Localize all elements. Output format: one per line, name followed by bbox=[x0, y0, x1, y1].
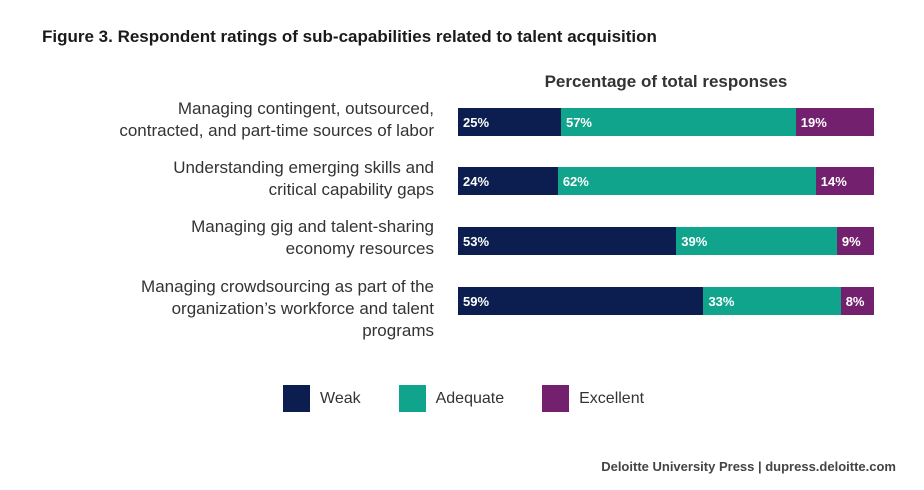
bar-segment-weak: 25% bbox=[458, 108, 561, 136]
category-label: Managing crowdsourcing as part of the org… bbox=[54, 276, 434, 342]
data-label: 62% bbox=[562, 173, 589, 189]
legend-swatch bbox=[542, 385, 570, 412]
category-label-line: Managing crowdsourcing as part of the bbox=[141, 277, 434, 296]
legend-item-adequate: Adequate bbox=[398, 385, 505, 412]
bar-segment-weak: 53% bbox=[458, 227, 677, 255]
category-label: Managing contingent, outsourced, contract… bbox=[54, 98, 434, 142]
data-label: 39% bbox=[681, 233, 708, 249]
category-label-line: Understanding emerging skills and bbox=[173, 158, 434, 177]
category-label: Managing gig and talent-sharing economy r… bbox=[54, 216, 434, 260]
bar-segment-adequate: 33% bbox=[703, 287, 841, 315]
data-label: 9% bbox=[841, 233, 861, 249]
data-label: 24% bbox=[463, 173, 490, 189]
bar-segment-weak: 59% bbox=[458, 287, 704, 315]
data-label: 53% bbox=[463, 233, 490, 249]
chart-legend: Weak Adequate Excellent bbox=[283, 385, 682, 412]
data-label: 19% bbox=[800, 114, 827, 130]
category-label-line: contracted, and part-time sources of lab… bbox=[119, 121, 434, 140]
data-label: 8% bbox=[845, 293, 865, 309]
data-label: 25% bbox=[463, 114, 490, 130]
legend-swatch bbox=[398, 385, 426, 412]
category-label-line: Managing contingent, outsourced, bbox=[177, 99, 434, 118]
legend-label: Excellent bbox=[579, 389, 645, 407]
stacked-bar: 24% 62% 14% bbox=[458, 167, 874, 195]
stacked-bar: 25% 57% 19% bbox=[458, 108, 874, 136]
legend-item-excellent: Excellent bbox=[542, 385, 644, 412]
category-label-line: critical capability gaps bbox=[268, 180, 434, 199]
bar-segment-adequate: 39% bbox=[676, 227, 837, 255]
legend-label: Adequate bbox=[435, 389, 505, 407]
bar-segment-excellent: 9% bbox=[836, 227, 874, 255]
legend-swatch bbox=[283, 385, 310, 412]
data-label: 14% bbox=[820, 173, 847, 189]
legend-item-weak: Weak bbox=[283, 385, 361, 412]
bar-segment-adequate: 57% bbox=[560, 108, 796, 136]
data-label: 33% bbox=[708, 293, 735, 309]
bar-segment-excellent: 14% bbox=[815, 167, 874, 195]
bar-segment-adequate: 62% bbox=[557, 167, 816, 195]
source-credit: Deloitte University Press | dupress.delo… bbox=[601, 459, 896, 474]
bar-segment-excellent: 8% bbox=[840, 287, 874, 315]
data-label: 57% bbox=[565, 114, 592, 130]
category-label-line: programs bbox=[362, 321, 434, 340]
stacked-bar: 53% 39% 9% bbox=[458, 227, 874, 255]
bar-segment-weak: 24% bbox=[458, 167, 558, 195]
legend-label: Weak bbox=[320, 389, 361, 407]
data-label: 59% bbox=[463, 293, 490, 309]
chart-title: Figure 3. Respondent ratings of sub-capa… bbox=[42, 27, 657, 46]
category-label: Understanding emerging skills and critica… bbox=[54, 157, 434, 201]
category-label-line: economy resources bbox=[285, 239, 434, 258]
category-label-line: Managing gig and talent-sharing bbox=[191, 217, 434, 236]
stacked-bar: 59% 33% 8% bbox=[458, 287, 874, 315]
bar-segment-excellent: 19% bbox=[795, 108, 874, 136]
chart-subtitle: Percentage of total responses bbox=[544, 72, 788, 91]
category-label-line: organization’s workforce and talent bbox=[171, 299, 434, 318]
